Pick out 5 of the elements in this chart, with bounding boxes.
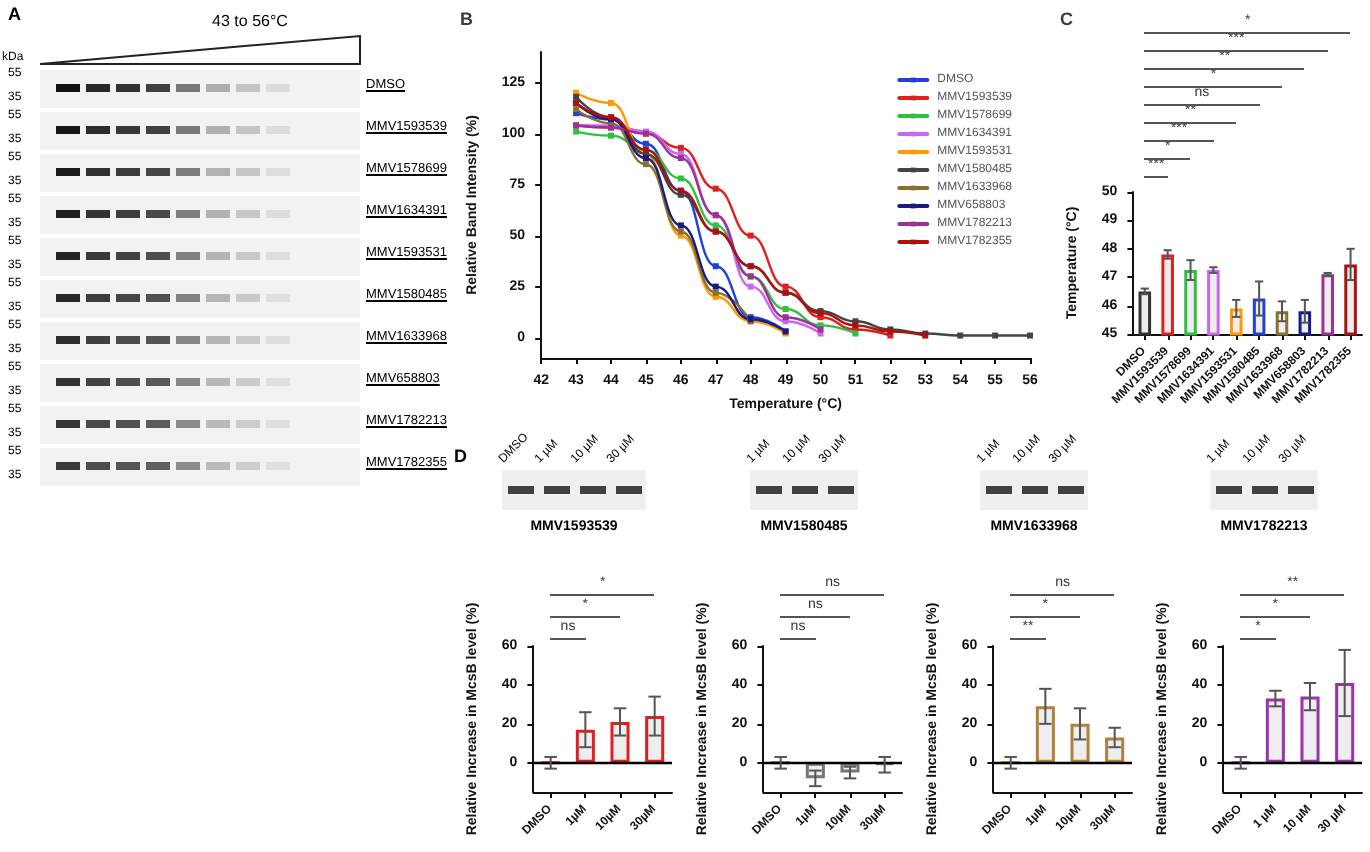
chart-title: C xyxy=(1060,9,1074,29)
chart-title: B xyxy=(460,9,474,29)
chart-subtitle: D xyxy=(454,446,467,466)
text: A xyxy=(8,4,21,24)
text: 43 to 56°C xyxy=(210,12,290,30)
